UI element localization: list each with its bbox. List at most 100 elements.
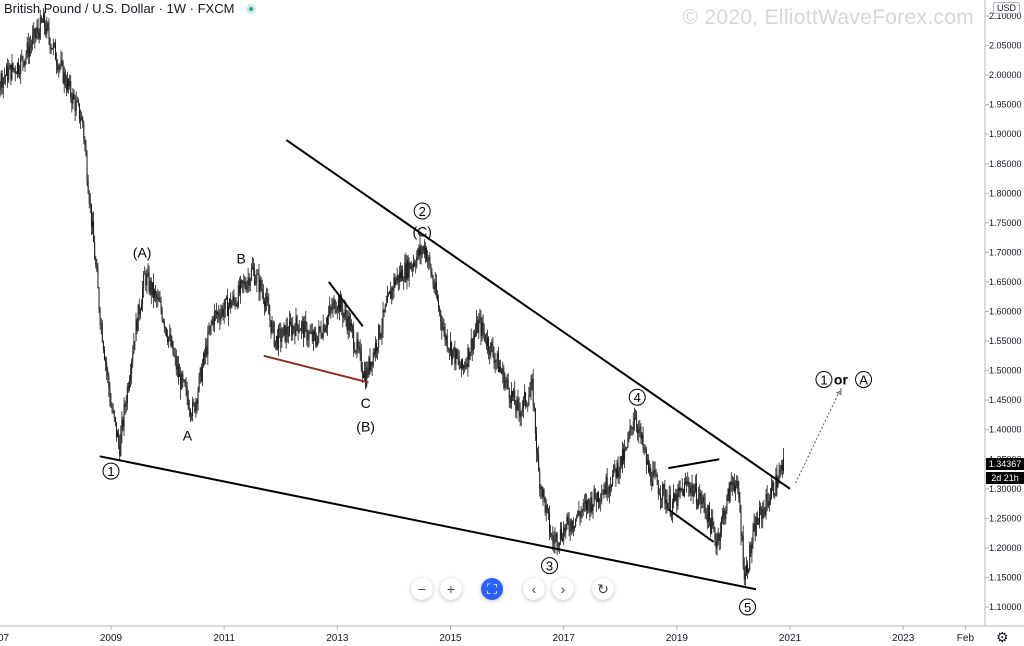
candle-body [698, 497, 700, 506]
candle-body [750, 544, 752, 554]
candle-body [122, 419, 124, 427]
candle-body [518, 403, 520, 412]
reset-scale-button[interactable]: ⛶ [481, 578, 503, 600]
candle-body [355, 351, 357, 353]
candle-body [315, 335, 317, 343]
candle-body [656, 475, 658, 485]
candle-body [507, 379, 509, 389]
candle-body [354, 349, 356, 353]
candle-body [150, 280, 152, 295]
candle-body [97, 270, 99, 289]
candle-body [211, 319, 213, 325]
candle-body [422, 246, 424, 251]
zoom-in-button[interactable]: + [440, 578, 462, 600]
trendline-2[interactable] [99, 455, 757, 591]
candle-body [473, 335, 475, 339]
candle-body [398, 272, 400, 283]
price-axis[interactable]: 1.100001.150001.200001.250001.300001.350… [984, 0, 1022, 626]
candle-body [601, 494, 603, 501]
candle-body [370, 361, 372, 371]
wave-label-circle [739, 598, 757, 616]
wave-label-circle [413, 202, 431, 220]
wave-label-circle [815, 370, 833, 388]
candle-body [468, 347, 470, 360]
trendline-4[interactable] [328, 281, 364, 327]
candle-body [409, 262, 411, 269]
candle-body [207, 332, 209, 355]
candle-body [756, 517, 758, 524]
candle-body [504, 380, 506, 388]
candle-body [182, 373, 184, 381]
candle-body [428, 257, 430, 260]
candle-body [201, 365, 203, 382]
candle-body [416, 256, 418, 267]
candle-body [35, 33, 37, 39]
candle-body [432, 277, 434, 286]
candle-body [102, 341, 104, 350]
candle-body [505, 380, 507, 382]
trendline-5[interactable] [668, 458, 720, 470]
trendlines[interactable] [99, 139, 842, 591]
price-tick-label: 1.45000 [989, 395, 1022, 405]
candle-body [261, 289, 263, 293]
candle-body [341, 297, 343, 310]
time-tick-label: 2021 [779, 633, 802, 644]
candle-body [251, 267, 253, 269]
projection-arrow-line[interactable] [795, 388, 842, 484]
candle-body [618, 470, 620, 478]
trendline-1[interactable] [285, 139, 791, 490]
candle-body [648, 460, 650, 473]
candle-body [528, 396, 530, 406]
candle-body [593, 489, 595, 505]
candle-body [222, 307, 224, 317]
candle-body [154, 290, 156, 298]
time-tick-label: Feb [957, 633, 975, 644]
trendline-6[interactable] [667, 508, 715, 543]
candle-body [281, 337, 283, 342]
candle-body [19, 72, 21, 75]
candle-body [296, 316, 298, 325]
candle-body [279, 328, 281, 330]
scroll-left-button[interactable]: ‹ [523, 578, 545, 600]
candle-body [441, 321, 443, 330]
settings-gear-icon[interactable]: ⚙ [996, 629, 1009, 645]
candle-body [98, 288, 100, 310]
candle-body [712, 517, 714, 526]
candle-body [738, 488, 740, 499]
candle-body [0, 85, 1, 91]
candle-body [661, 498, 663, 500]
time-tick-label: 2023 [892, 633, 915, 644]
candle-body [489, 351, 491, 356]
candle-body [352, 325, 354, 331]
price-tick-label: 1.30000 [989, 484, 1022, 494]
candle-body [274, 340, 276, 347]
candle-body [378, 325, 380, 348]
candle-body [590, 496, 592, 513]
candle-body [64, 72, 66, 85]
candle-body [44, 13, 46, 29]
scroll-right-button[interactable]: › [552, 578, 574, 600]
price-tick-label: 1.70000 [989, 247, 1022, 257]
currency-badge[interactable]: USD [993, 2, 1021, 14]
time-axis[interactable]: 07 2009 2011 2013 2015 2017 2019 2021 2023 Feb [0, 625, 1024, 644]
zoom-out-button[interactable]: − [411, 578, 433, 600]
candle-body [256, 274, 258, 282]
candle-body [94, 242, 96, 260]
candle-body [189, 410, 191, 416]
reset-chart-button[interactable]: ↻ [592, 578, 614, 600]
candle-body [55, 43, 57, 61]
candle-body [532, 379, 534, 406]
symbol-header[interactable]: British Pound / U.S. Dollar · 1W · FXCM [4, 1, 257, 16]
price-tick-label: 2.00000 [989, 70, 1022, 80]
trendline-3[interactable] [263, 354, 369, 384]
price-tick-label: 1.10000 [989, 602, 1022, 612]
candle-body [588, 499, 590, 504]
candle-body [619, 456, 621, 471]
candle-body [517, 399, 519, 404]
candle-body [415, 265, 417, 267]
candle-body [93, 221, 95, 243]
candle-body [76, 101, 78, 103]
candle-body [438, 299, 440, 309]
candle-body [537, 451, 539, 455]
